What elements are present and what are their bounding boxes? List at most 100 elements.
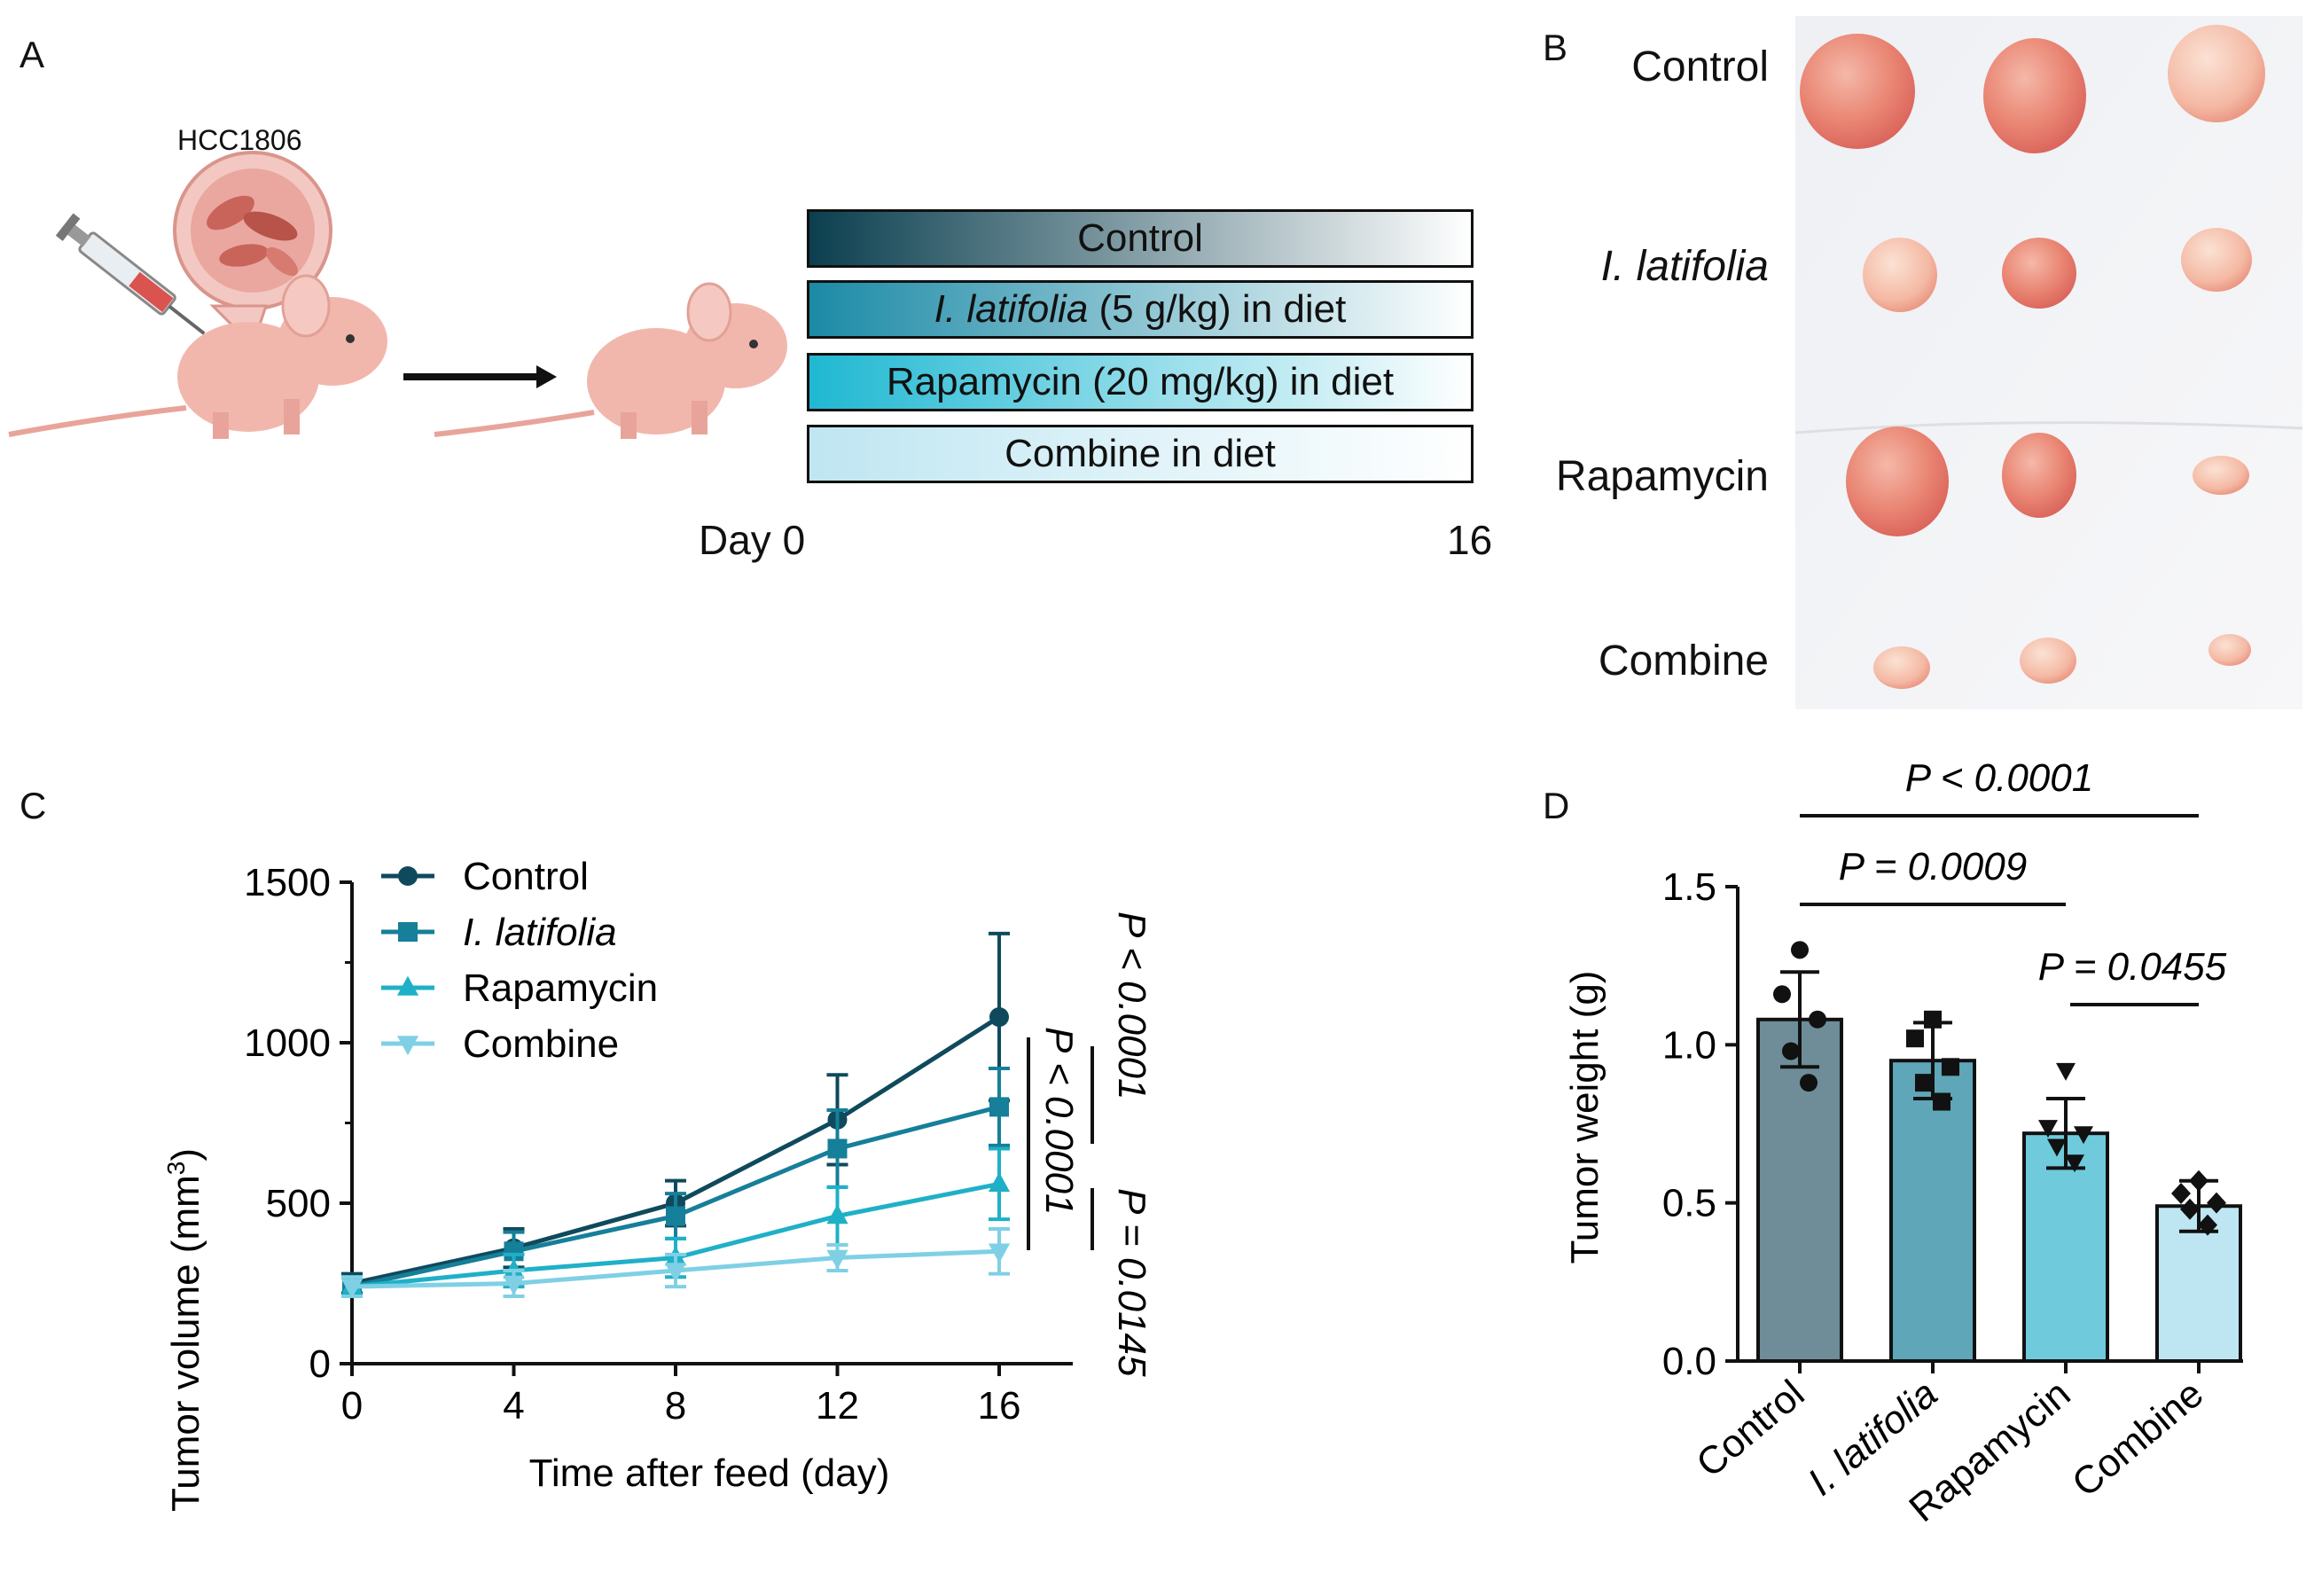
syringe-icon <box>55 213 206 335</box>
tumor-latifolia-1 <box>1863 238 1937 312</box>
tumor-control-2 <box>1983 38 2086 153</box>
line-chart-y-tick-label: 1000 <box>244 1021 331 1065</box>
individual-point <box>1906 1029 1924 1048</box>
tumor-control-1 <box>1800 34 1915 149</box>
photo-row-label-latifolia: I. latifolia <box>1600 243 1769 290</box>
comparison-label-1: P < 0.0001 <box>1905 756 2093 800</box>
line-chart-x-tick-label: 0 <box>341 1384 363 1428</box>
bar-0 <box>1756 1017 1843 1363</box>
treatment-label-rapamycin: Rapamycin (20 mg/kg) in diet <box>886 360 1395 403</box>
bar-category-label-0: Control <box>1688 1372 1812 1486</box>
line-chart-x-tick-label: 16 <box>978 1384 1021 1428</box>
sig-label-3: P < 0.0001 <box>1037 1027 1081 1215</box>
individual-point <box>2207 1192 2226 1214</box>
timeline-end: 16 <box>1447 517 1493 563</box>
legend-label-1: I. latifolia <box>463 911 617 954</box>
legend-marker <box>398 866 418 886</box>
treatment-label-combine: Combine in diet <box>1005 432 1276 475</box>
data-point <box>503 1258 525 1279</box>
line-chart-ylabel: Tumor volume (mm3) <box>162 1148 207 1512</box>
line-chart-xlabel-text: Time after feed (day) <box>529 1451 890 1495</box>
tumor-combine-2 <box>2020 638 2076 684</box>
line-chart-x-tick-label: 8 <box>665 1384 686 1428</box>
data-point <box>503 1275 525 1295</box>
data-point <box>988 1243 1011 1264</box>
tumor-photo <box>1795 16 2302 709</box>
sig-label-1: P < 0.0001 <box>1110 911 1153 1099</box>
legend-label-0: Control <box>463 855 589 898</box>
data-point <box>664 1263 687 1283</box>
data-point <box>989 1007 1009 1028</box>
treatment-bar-combine: Combine in diet <box>807 425 1474 483</box>
legend-label-2: Rapamycin <box>463 966 658 1010</box>
data-point <box>826 1249 848 1270</box>
data-point <box>666 1206 685 1226</box>
individual-point <box>1791 941 1809 959</box>
legend-marker <box>398 922 418 942</box>
tumor-combine-1 <box>1873 646 1930 689</box>
data-point <box>989 1097 1009 1117</box>
bar-chart-y-tick-label: 1.5 <box>1662 865 1716 909</box>
data-point <box>988 1172 1011 1193</box>
tumor-rapamycin-2 <box>2002 433 2076 518</box>
panel-letter-c: C <box>20 785 47 826</box>
bar-category-label-3: Combine <box>2064 1372 2211 1506</box>
line-chart-y-tick-label: 0 <box>309 1342 331 1386</box>
treatment-bar-control: Control <box>807 209 1474 268</box>
individual-point <box>2038 1120 2058 1138</box>
individual-point <box>2198 1214 2217 1236</box>
individual-point <box>1773 985 1791 1004</box>
data-point <box>826 1204 848 1224</box>
comparison-label-3: P = 0.0455 <box>2038 945 2227 989</box>
legend-marker <box>396 1036 419 1056</box>
individual-point <box>1924 1010 1942 1029</box>
treatment-label-latifolia-em: I. latifolia <box>934 287 1089 331</box>
cell-line-label: HCC1806 <box>177 124 302 156</box>
line-chart-y-tick-label: 1500 <box>244 861 331 904</box>
panel-letter-a: A <box>20 34 45 75</box>
mouse-icon-2 <box>434 282 787 439</box>
sig-label-2: P = 0.0145 <box>1110 1188 1153 1377</box>
line-chart-y-tick-label: 500 <box>266 1182 331 1225</box>
line-series-3 <box>340 1226 1011 1299</box>
treatment-bar-rapamycin: Rapamycin (20 mg/kg) in diet <box>807 353 1474 411</box>
tumor-control-3 <box>2168 25 2265 122</box>
individual-point <box>1800 1074 1818 1092</box>
individual-point <box>2056 1062 2076 1081</box>
treatment-bar-latifolia: I. latifolia (5 g/kg) in diet <box>807 280 1474 339</box>
tumor-volume-line-chart: 0 4 8 12 16 0 500 1000 1500 Control I. latifolia R… <box>162 855 1153 1512</box>
individual-point <box>1942 1058 1959 1076</box>
line-chart-x-tick-label: 4 <box>503 1384 524 1428</box>
individual-point <box>1782 1042 1800 1060</box>
bar-2 <box>2022 1131 2109 1363</box>
panel-letter-b: B <box>1543 27 1568 68</box>
data-point <box>340 1279 364 1299</box>
panel-letter-d: D <box>1543 785 1570 826</box>
timeline-start: Day 0 <box>699 517 806 563</box>
treatment-label-latifolia: (5 g/kg) in diet <box>1088 287 1347 331</box>
photo-row-label-combine: Combine <box>1598 638 1769 685</box>
bar-chart-y-tick-label: 1.0 <box>1662 1023 1716 1067</box>
photo-row-label-control: Control <box>1631 43 1769 90</box>
tumor-latifolia-3 <box>2181 228 2252 292</box>
individual-point <box>2065 1154 2084 1173</box>
line-chart-xlabel: Time after feed (day) <box>529 1451 890 1495</box>
individual-point <box>2047 1138 2067 1157</box>
tumor-combine-3 <box>2208 634 2251 666</box>
individual-point <box>1809 1010 1826 1029</box>
comparison-label-2: P = 0.0009 <box>1839 845 2027 888</box>
tumor-rapamycin-3 <box>2193 456 2249 495</box>
line-chart-x-tick-label: 12 <box>816 1384 859 1428</box>
individual-point <box>2074 1126 2093 1145</box>
individual-point <box>2180 1198 2200 1220</box>
legend-marker <box>396 975 419 996</box>
line-chart-ylabel-text: Tumor volume (mm <box>164 1175 207 1512</box>
bar-chart-y-tick-label: 0.0 <box>1662 1340 1716 1383</box>
photo-row-label-rapamycin: Rapamycin <box>1555 453 1769 500</box>
individual-point <box>2189 1170 2208 1192</box>
line-chart-ylabel-end: ) <box>164 1148 207 1162</box>
individual-point <box>1933 1092 1950 1111</box>
bar-chart-y-tick-label: 0.5 <box>1662 1182 1716 1225</box>
line-chart-ylabel-sup: 3 <box>162 1162 190 1176</box>
